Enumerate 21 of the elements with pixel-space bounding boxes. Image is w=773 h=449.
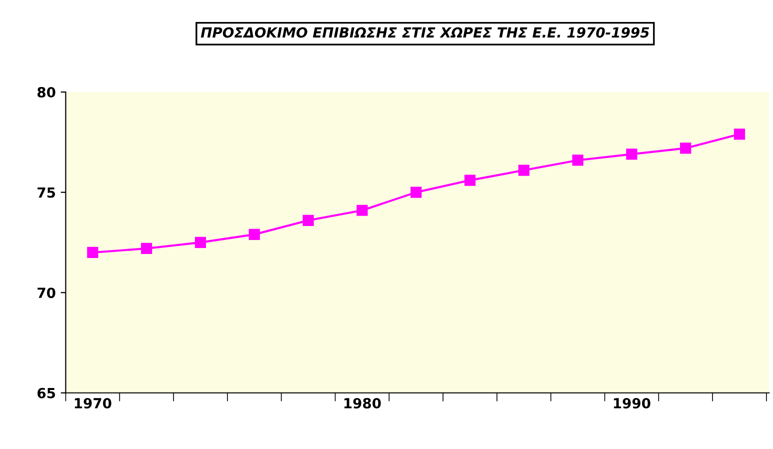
- point: [410, 186, 422, 198]
- y-tick-label: 75: [38, 187, 56, 198]
- point: [356, 204, 368, 216]
- point: [518, 164, 530, 176]
- point: [248, 228, 260, 240]
- x-tick-label: 1990: [614, 398, 650, 408]
- point: [734, 128, 746, 140]
- point: [87, 246, 98, 258]
- point: [464, 174, 476, 186]
- chart-title: ΠΡΟΣΔΟΚΙΜΟ ΕΠΙΒΙΩΣΗΣ ΣΤΙΣ ΧΩΡΕΣ ΤΗΣ Ε.Ε. 1970-1995: [200, 27, 649, 38]
- y-tick-label: 70: [38, 288, 56, 298]
- x-tick-label: 1970: [74, 398, 112, 408]
- x-tick-label: 1980: [344, 398, 381, 408]
- y-tick-label: 80: [38, 87, 56, 98]
- point: [141, 242, 152, 254]
- y-tick-label: 65: [38, 388, 56, 398]
- point: [680, 142, 692, 154]
- point: [572, 154, 584, 166]
- point: [626, 148, 638, 160]
- point: [194, 236, 206, 248]
- point: [302, 214, 314, 226]
